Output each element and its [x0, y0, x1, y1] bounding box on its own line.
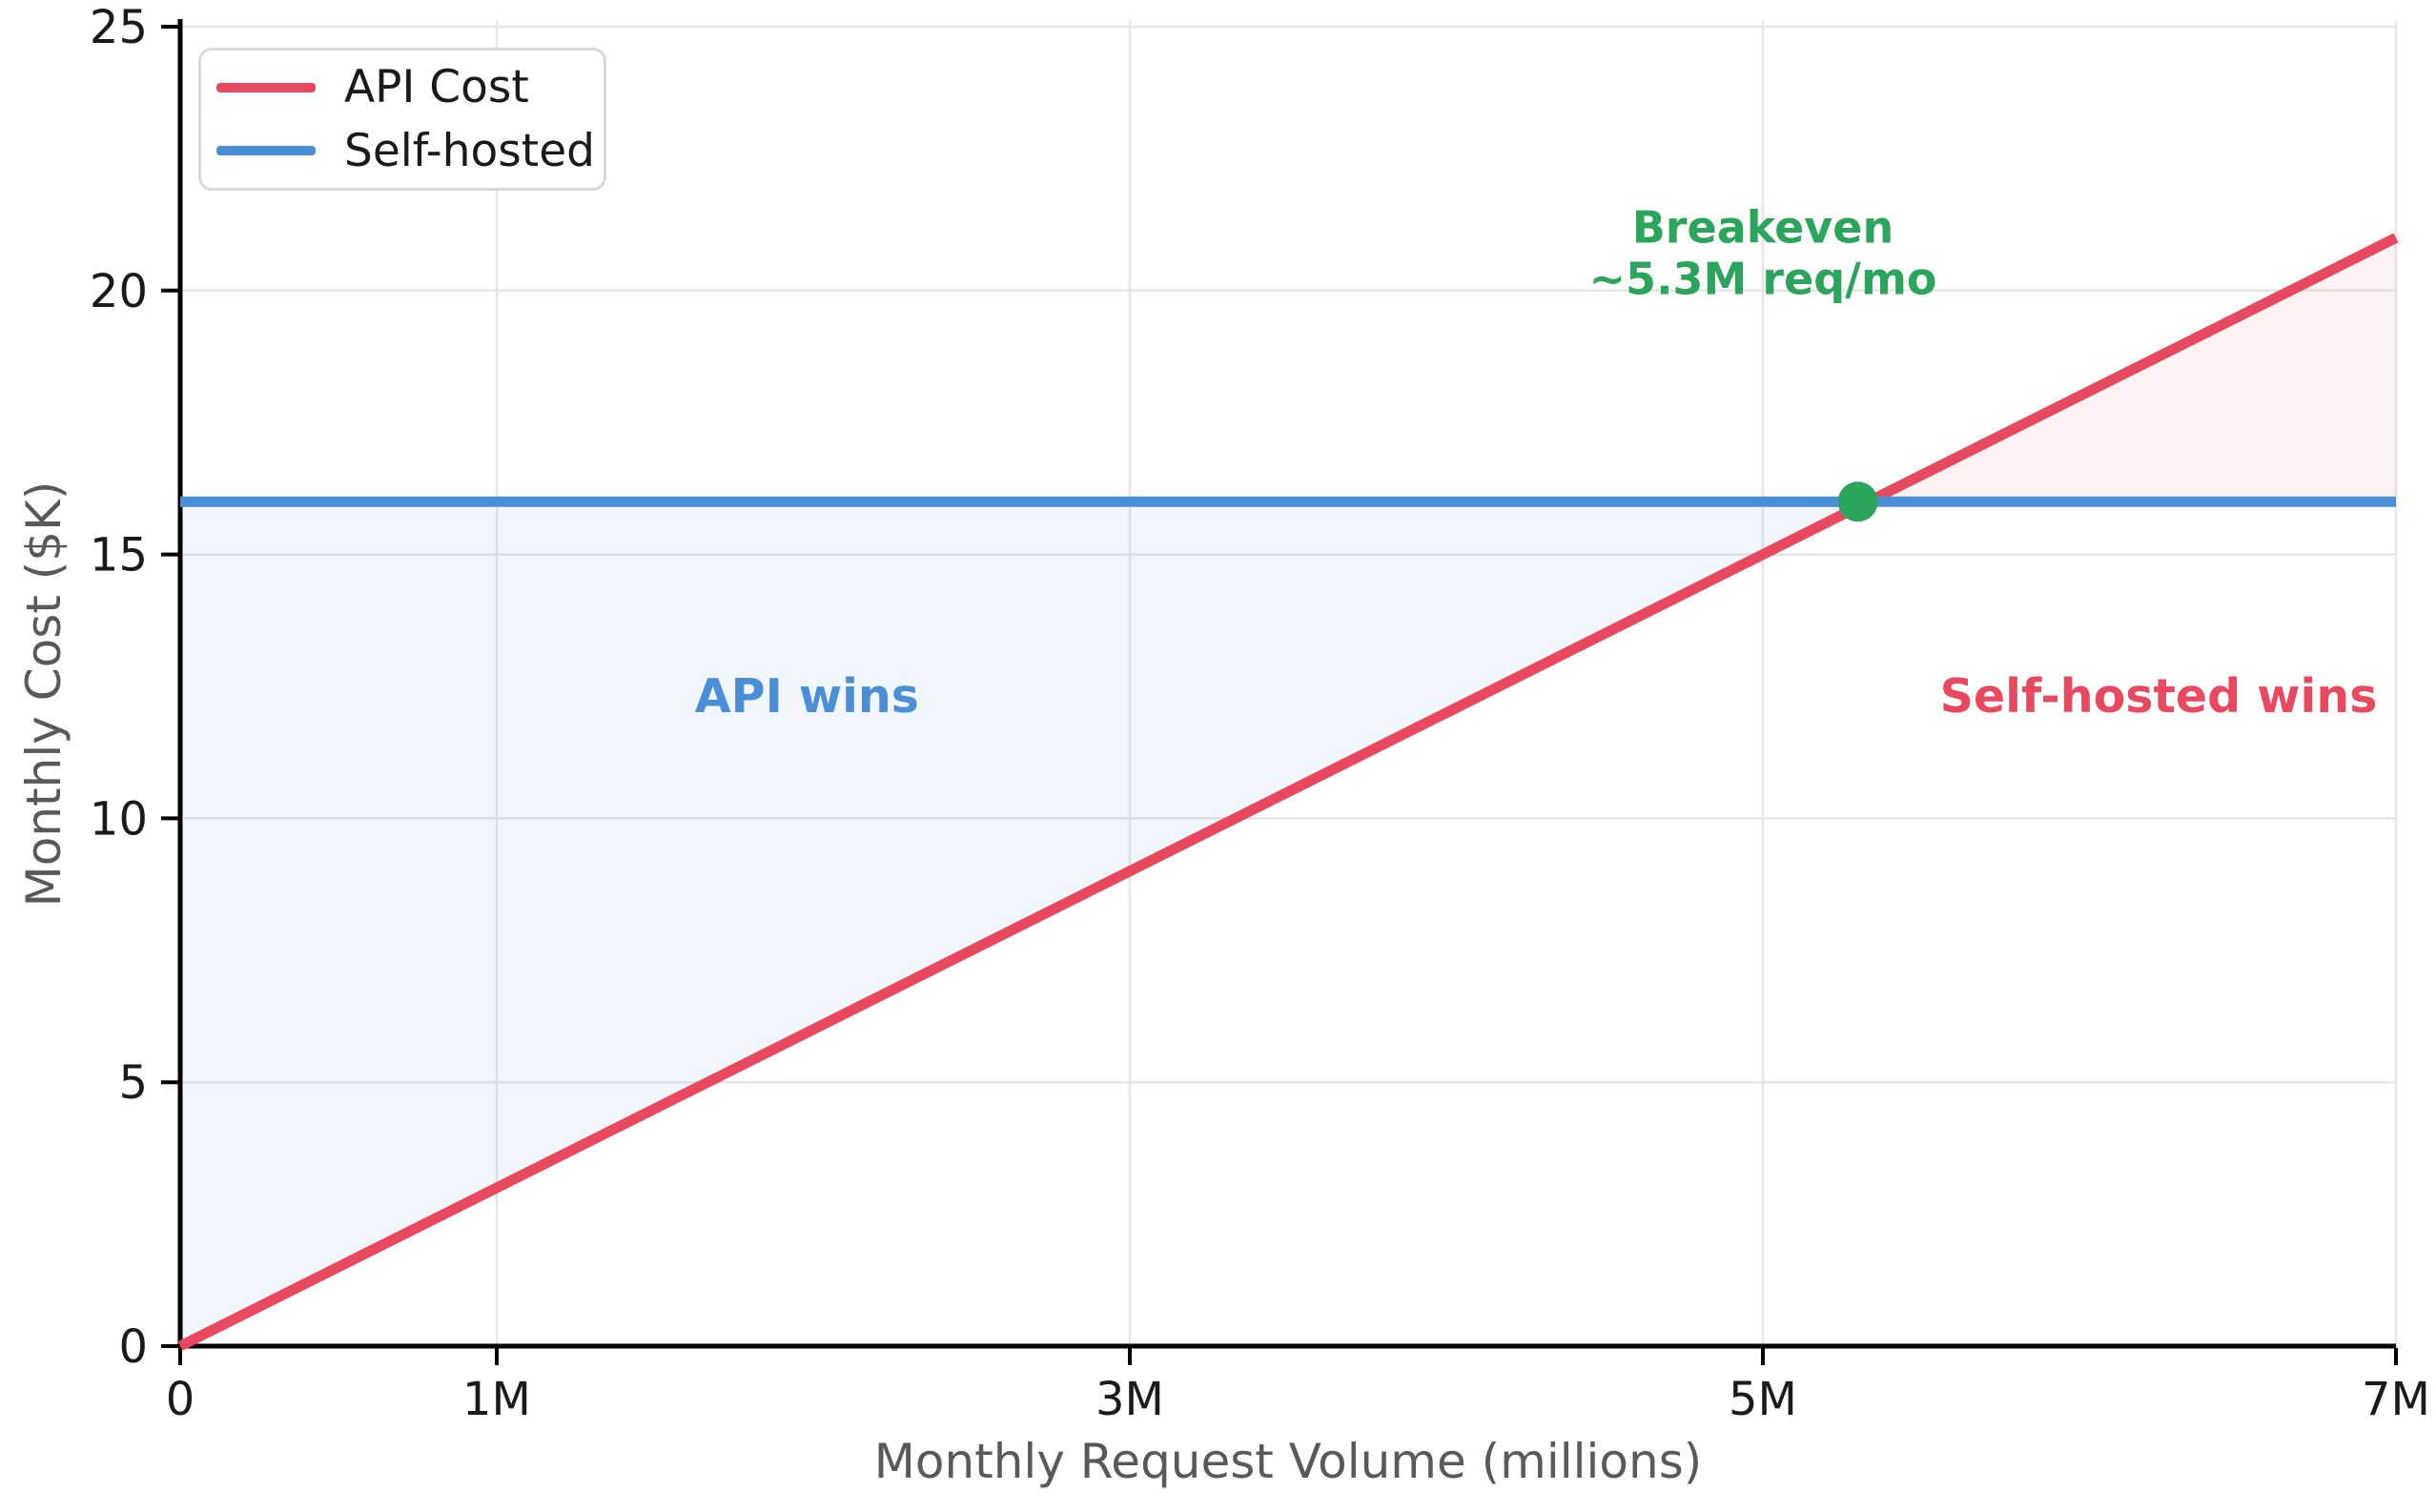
svg-text:10: 10 [90, 792, 148, 846]
legend-label-api-cost: API Cost [344, 61, 529, 114]
svg-text:5: 5 [118, 1056, 148, 1110]
svg-text:1M: 1M [462, 1373, 531, 1426]
legend-swatch-self-hosted [216, 146, 316, 156]
svg-text:25: 25 [90, 1, 148, 54]
svg-text:7M: 7M [2362, 1373, 2430, 1426]
legend-swatch-api-cost [216, 82, 316, 92]
breakeven-annotation-line2: ~5.3M req/mo [1588, 254, 1937, 306]
svg-text:3M: 3M [1095, 1373, 1164, 1426]
legend-item-self-hosted: Self-hosted [216, 125, 604, 177]
legend-label-self-hosted: Self-hosted [344, 124, 595, 177]
breakeven-annotation: Breakeven ~5.3M req/mo [1589, 202, 1937, 306]
x-axis-label: Monthly Request Volume (millions) [873, 1434, 1703, 1489]
legend-item-api-cost: API Cost [216, 61, 604, 113]
legend: API Cost Self-hosted [198, 48, 606, 191]
api-wins-annotation-text: API wins [694, 669, 919, 725]
breakeven-annotation-line1: Breakeven [1631, 201, 1894, 254]
selfhosted-wins-annotation: Self-hosted wins [1940, 669, 2378, 725]
svg-text:5M: 5M [1729, 1373, 1797, 1426]
svg-text:20: 20 [90, 265, 148, 318]
svg-text:0: 0 [118, 1320, 148, 1374]
svg-text:15: 15 [90, 529, 148, 582]
api-wins-annotation: API wins [695, 669, 919, 725]
svg-text:0: 0 [166, 1373, 195, 1426]
y-axis-label: Monthly Cost ($K) [16, 480, 72, 908]
selfhosted-wins-annotation-text: Self-hosted wins [1939, 669, 2378, 725]
